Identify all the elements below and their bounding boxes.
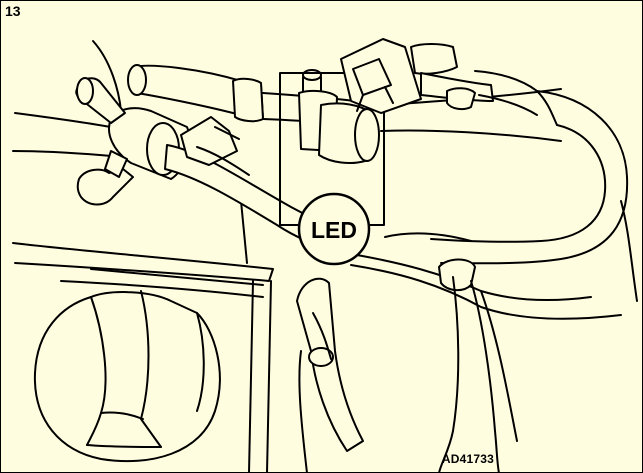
tray-outline xyxy=(266,280,272,472)
panel-edge xyxy=(92,40,122,112)
tray-rib xyxy=(90,268,264,286)
led-callout: LED xyxy=(297,192,371,266)
coolant-hose xyxy=(430,124,607,243)
wire xyxy=(350,264,622,320)
tray-rib xyxy=(60,280,264,298)
reference-code: AD41733 xyxy=(441,452,494,466)
figure-number: 13 xyxy=(5,3,21,19)
tray-outline xyxy=(12,242,274,282)
wire-tie xyxy=(438,258,476,291)
led-callout-circle xyxy=(297,192,371,266)
wire-connector-plug xyxy=(180,116,238,166)
reservoir-cap xyxy=(33,290,221,463)
tray-rib xyxy=(248,280,254,472)
tray-outline xyxy=(240,200,248,264)
harness-connector xyxy=(340,38,558,126)
coolant-hose xyxy=(440,90,629,265)
lower-cable xyxy=(296,277,364,452)
led-callout-label: LED xyxy=(311,217,357,243)
